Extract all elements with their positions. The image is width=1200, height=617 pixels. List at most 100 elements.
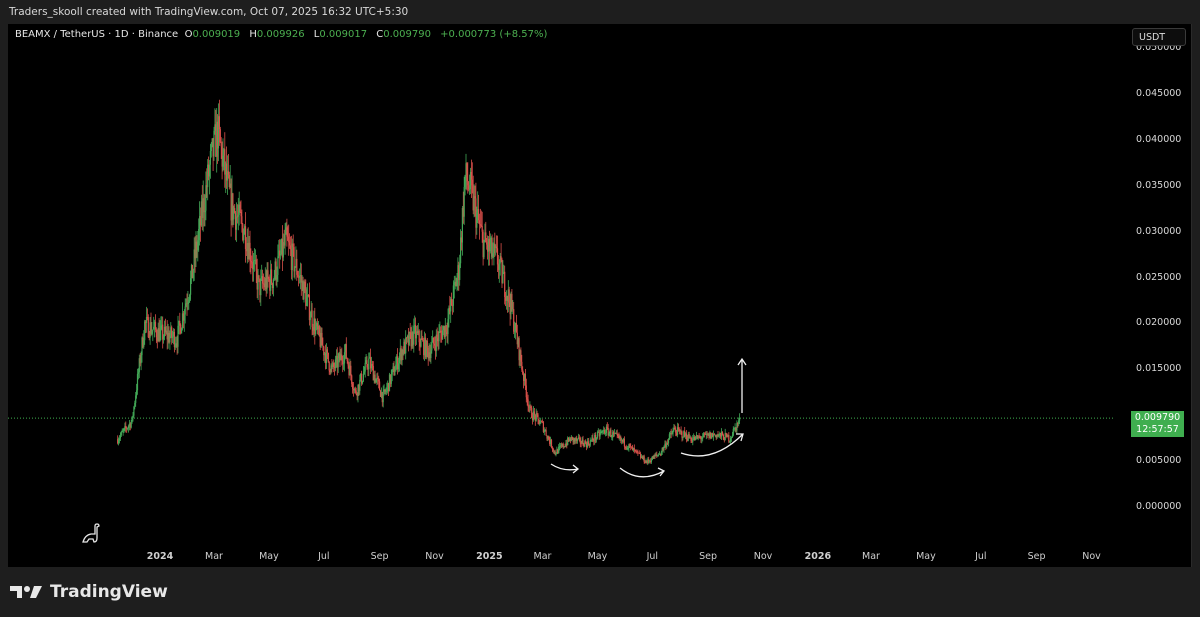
candle-body: [202, 198, 204, 218]
candle-body: [230, 183, 232, 221]
candle-body: [254, 259, 256, 261]
candle-body: [271, 269, 273, 284]
symbol-title[interactable]: BEAMX / TetherUS · 1D · Binance: [15, 29, 179, 40]
time-axis-tick: May: [916, 551, 936, 562]
candle-body: [442, 326, 445, 331]
candle-body: [242, 224, 244, 241]
candle-body: [545, 430, 547, 436]
candle-body: [675, 429, 677, 433]
candle-body: [145, 321, 147, 323]
candle-body: [298, 276, 301, 278]
candle-body: [123, 428, 125, 431]
candle-body: [226, 171, 229, 181]
candle-body: [256, 270, 258, 290]
candle-body: [408, 331, 410, 345]
candle-body: [325, 353, 327, 364]
candle-body: [626, 448, 628, 450]
candle-body: [602, 430, 604, 432]
candle-body: [573, 438, 575, 442]
candle-body: [711, 433, 713, 439]
chart-panel[interactable]: BEAMX / TetherUS · 1D · Binance O0.00901…: [8, 24, 1192, 567]
chart-credit: Traders_skooll created with TradingView.…: [9, 6, 409, 18]
candle-body: [361, 373, 363, 384]
candle-body: [356, 393, 358, 397]
price-chart[interactable]: [8, 24, 1192, 567]
tradingview-logo[interactable]: TradingView: [10, 582, 168, 602]
candle-body: [501, 259, 503, 284]
candle-body: [424, 337, 427, 358]
candle-body: [557, 449, 559, 454]
candle-body: [632, 447, 634, 451]
candle-body: [649, 460, 651, 462]
candle-body: [539, 423, 541, 425]
candle-body: [419, 342, 421, 347]
candle-body: [487, 238, 490, 252]
candle-body: [473, 196, 475, 211]
candle-body: [371, 364, 373, 366]
candle-body: [323, 346, 325, 356]
candle-body: [624, 446, 626, 448]
candle-body: [345, 344, 347, 359]
candle-body: [336, 356, 338, 368]
up-arrow-annotation: [737, 357, 747, 413]
candle-body: [521, 361, 523, 370]
candle-body: [662, 448, 664, 450]
candle-body: [361, 380, 364, 384]
currency-button[interactable]: USDT: [1132, 28, 1186, 46]
candle-body: [454, 281, 456, 283]
candle-body: [353, 388, 355, 391]
candle-body: [580, 443, 582, 445]
candle-body: [704, 433, 706, 435]
candle-body: [226, 163, 228, 181]
candle-body: [617, 434, 619, 437]
candle-body: [523, 374, 526, 382]
candle-body: [330, 365, 332, 373]
candle-body: [233, 208, 235, 220]
candle-body: [175, 343, 177, 345]
candle-body: [124, 426, 126, 429]
candle-body: [154, 321, 157, 330]
candle-body: [126, 428, 128, 429]
candle-body: [451, 298, 453, 306]
candle-body: [447, 319, 449, 335]
candle-body: [118, 438, 121, 441]
candle-body: [629, 444, 631, 446]
candle-body: [516, 332, 518, 345]
candle-body: [719, 433, 721, 435]
candle-body: [654, 455, 656, 457]
candle-body: [716, 435, 718, 438]
candle-body: [259, 278, 261, 296]
candle-body: [444, 325, 446, 337]
candle-body: [706, 433, 708, 435]
candle-body: [593, 440, 595, 442]
candle-body: [281, 238, 283, 258]
candle-body: [290, 249, 292, 271]
candle-body: [162, 324, 164, 340]
candle-body: [433, 343, 436, 346]
candle-body: [691, 440, 693, 442]
candle-body: [382, 391, 384, 403]
candle-body: [182, 313, 184, 321]
candle-body: [696, 435, 698, 439]
candle-body: [533, 411, 535, 415]
candle-body: [600, 432, 602, 434]
candle-body: [322, 345, 324, 347]
candle-body: [291, 243, 293, 271]
open-label: O: [184, 29, 193, 40]
candle-body: [406, 335, 409, 339]
candle-body: [244, 226, 247, 250]
candle-body: [426, 340, 428, 349]
candle-body: [443, 326, 445, 337]
candle-body: [296, 258, 298, 275]
price-axis-tick: 0.005000: [1136, 455, 1182, 467]
candle-body: [210, 144, 212, 151]
candle-body: [653, 455, 655, 459]
candle-body: [622, 439, 624, 442]
candle-body: [524, 374, 526, 386]
candle-body: [136, 373, 139, 391]
candle-body: [472, 185, 474, 211]
candle-body: [587, 441, 589, 445]
candle-body: [267, 270, 269, 279]
candle-body: [261, 276, 263, 279]
candle-body: [613, 433, 616, 435]
